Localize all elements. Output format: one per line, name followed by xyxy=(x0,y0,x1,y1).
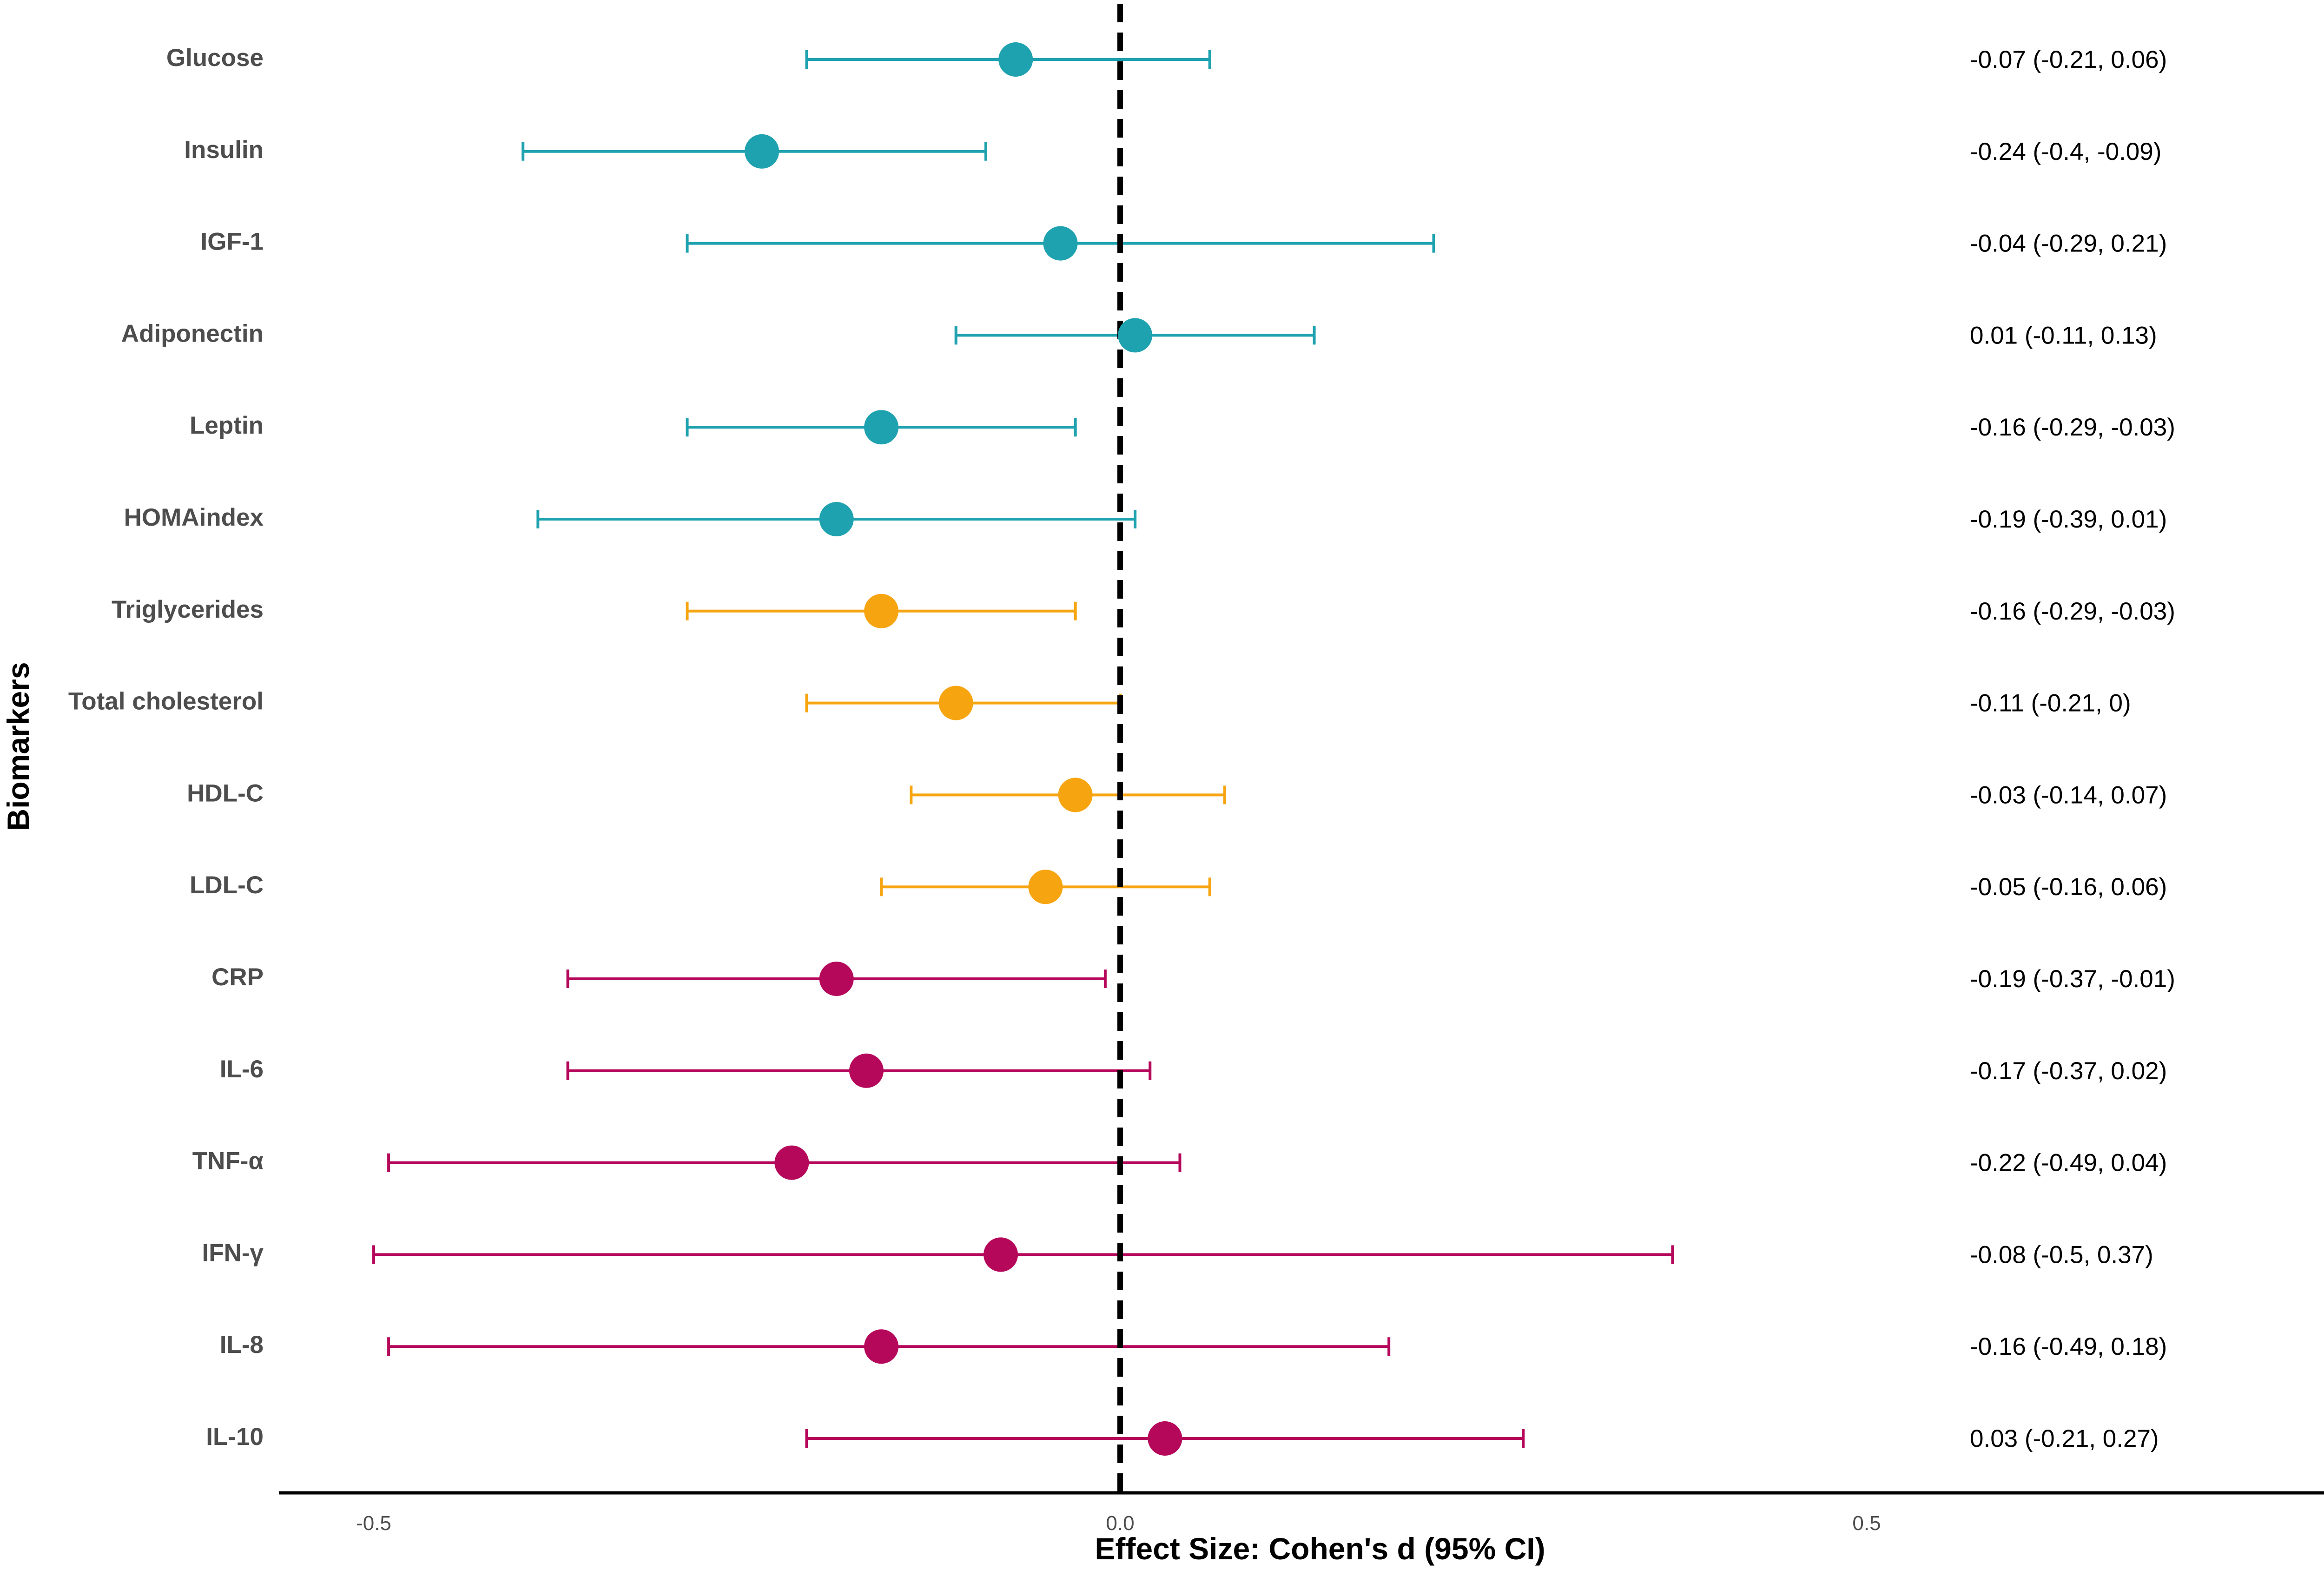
biomarker-label: Total cholesterol xyxy=(68,688,264,715)
point-estimate xyxy=(984,1237,1018,1272)
effect-annotation: -0.22 (-0.49, 0.04) xyxy=(1970,1149,2167,1177)
x-tick-label: -0.5 xyxy=(356,1512,391,1535)
biomarker-label: TNF-α xyxy=(192,1148,264,1175)
point-estimate xyxy=(1148,1421,1182,1456)
effect-annotation: 0.03 (-0.21, 0.27) xyxy=(1970,1425,2159,1452)
effect-annotation: -0.08 (-0.5, 0.37) xyxy=(1970,1241,2153,1268)
biomarker-label: IL-8 xyxy=(220,1331,264,1359)
biomarker-label: IL-10 xyxy=(206,1423,264,1451)
biomarker-label: Insulin xyxy=(184,136,264,164)
biomarker-label: HOMAindex xyxy=(124,504,264,531)
effect-annotation: -0.03 (-0.14, 0.07) xyxy=(1970,781,2167,809)
effect-annotations: -0.07 (-0.21, 0.06) -0.24 (-0.4, -0.09) -0… xyxy=(1970,46,2175,1452)
effect-annotation: -0.05 (-0.16, 0.06) xyxy=(1970,873,2167,901)
effect-annotation: -0.16 (-0.29, -0.03) xyxy=(1970,598,2175,625)
point-estimate xyxy=(864,594,899,628)
point-estimate xyxy=(864,1329,899,1364)
x-axis-title: Effect Size: Cohen's d (95% CI) xyxy=(1095,1531,1545,1566)
point-estimate xyxy=(774,1145,809,1180)
effect-annotation: -0.19 (-0.37, -0.01) xyxy=(1970,965,2175,993)
biomarker-labels: Glucose Insulin IGF-1 Adiponectin Leptin HOMA… xyxy=(68,44,264,1451)
x-tick-label: 0.0 xyxy=(1106,1512,1134,1535)
point-estimates xyxy=(745,42,1182,1456)
point-estimate xyxy=(745,134,779,169)
biomarker-label: IGF-1 xyxy=(201,228,264,256)
biomarker-label: IFN-γ xyxy=(202,1239,264,1267)
effect-annotation: -0.07 (-0.21, 0.06) xyxy=(1970,46,2167,73)
effect-annotation: -0.16 (-0.29, -0.03) xyxy=(1970,414,2175,441)
point-estimate xyxy=(938,686,973,720)
point-estimate xyxy=(819,962,854,996)
point-estimate xyxy=(864,410,899,445)
x-tick-label: 0.5 xyxy=(1852,1512,1881,1535)
biomarker-label: Glucose xyxy=(166,44,264,72)
biomarker-label: Leptin xyxy=(190,412,264,439)
point-estimate xyxy=(819,502,854,536)
biomarker-label: CRP xyxy=(211,963,264,991)
point-estimate xyxy=(998,42,1033,77)
effect-annotation: -0.19 (-0.39, 0.01) xyxy=(1970,506,2167,533)
x-axis-ticks: -0.5 0.0 0.5 xyxy=(356,1512,1881,1535)
point-estimate xyxy=(1028,870,1063,904)
biomarker-label: IL-6 xyxy=(220,1055,264,1083)
point-estimate xyxy=(849,1053,884,1088)
biomarker-label: HDL-C xyxy=(187,779,264,807)
y-axis-title: Biomarkers xyxy=(1,662,35,831)
effect-annotation: -0.04 (-0.29, 0.21) xyxy=(1970,230,2167,257)
confidence-intervals xyxy=(372,50,1674,1448)
effect-annotation: -0.16 (-0.49, 0.18) xyxy=(1970,1333,2167,1360)
point-estimate xyxy=(1118,318,1153,353)
point-estimate xyxy=(1043,226,1078,261)
biomarker-label: Triglycerides xyxy=(112,596,264,623)
effect-annotation: -0.11 (-0.21, 0) xyxy=(1970,690,2131,717)
effect-annotation: -0.24 (-0.4, -0.09) xyxy=(1970,138,2161,165)
biomarker-label: LDL-C xyxy=(190,871,264,899)
effect-annotation: 0.01 (-0.11, 0.13) xyxy=(1970,322,2157,349)
point-estimate xyxy=(1058,778,1093,812)
effect-annotation: -0.17 (-0.37, 0.02) xyxy=(1970,1057,2167,1085)
biomarker-label: Adiponectin xyxy=(121,320,264,347)
